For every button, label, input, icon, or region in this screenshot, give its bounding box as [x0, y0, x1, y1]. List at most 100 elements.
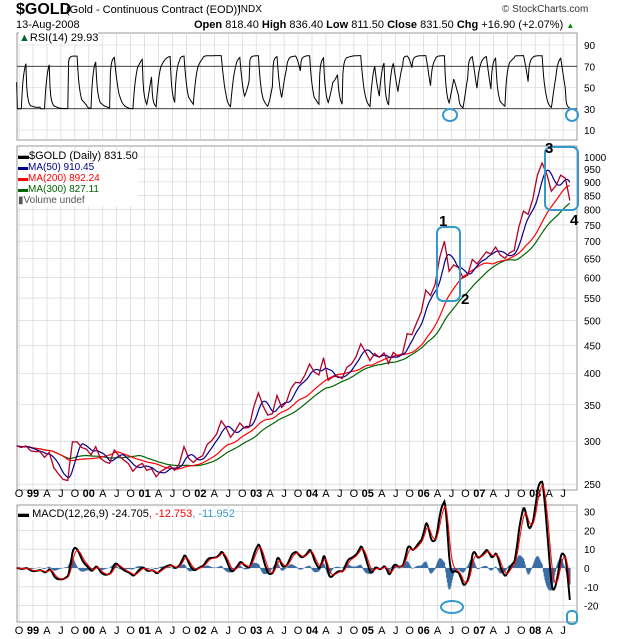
x-tick-label: A: [155, 625, 163, 637]
x-tick-label: A: [211, 625, 219, 637]
legend-entry: ▬$GOLD (Daily) 831.50: [18, 151, 138, 162]
triangle-up-icon: ▲: [566, 21, 575, 30]
x-tick-label: A: [434, 625, 442, 637]
x-tick-label: A: [43, 625, 51, 637]
x-tick-label: O: [405, 625, 414, 637]
x-tick-label: 05: [362, 488, 374, 500]
x-tick-label: J: [560, 488, 566, 500]
x-tick-label: A: [378, 488, 386, 500]
copyright: © StockCharts.com: [502, 4, 589, 15]
x-tick-label: 00: [83, 625, 95, 637]
legend-label: $GOLD (Daily) 831.50: [29, 150, 138, 162]
x-tick-label: J: [393, 488, 399, 500]
x-tick-label: A: [434, 488, 442, 500]
ma200-line: [16, 185, 570, 470]
x-tick-label: J: [505, 488, 511, 500]
date: 13-Aug-2008: [16, 19, 80, 31]
rsi-tick-label: 30: [584, 105, 596, 116]
x-tick-label: 00: [83, 488, 95, 500]
x-tick-label: A: [490, 488, 498, 500]
price-tick-label: 450: [584, 341, 601, 352]
macd-tick-label: 30: [584, 508, 596, 519]
quote-bar: Open 818.40 High 836.40 Low 811.50 Close…: [194, 19, 574, 31]
macd-tick-label: -20: [584, 602, 599, 613]
annotation-label-3: 3: [545, 140, 553, 157]
x-tick-label: 01: [138, 488, 150, 500]
macd-panel-frame: [16, 504, 578, 623]
x-tick-label: 04: [306, 488, 319, 500]
x-tick-label: O: [350, 625, 359, 637]
x-tick-label: O: [294, 488, 303, 500]
x-tick-label: A: [266, 488, 274, 500]
x-tick-label: J: [337, 625, 343, 637]
x-tick-label: O: [71, 488, 80, 500]
annotation-label-2: 2: [461, 291, 469, 308]
legend-label: Volume undef: [23, 195, 85, 206]
macd-tick-label: 20: [584, 526, 596, 537]
legend-label: MA(200) 892.24: [28, 173, 100, 184]
macd-legend-hist: , -11.952: [192, 508, 235, 520]
price-tick-label: 650: [584, 255, 601, 266]
x-tick-label: A: [266, 625, 274, 637]
legend-label: MA(300) 827.11: [28, 184, 99, 195]
x-tick-label: J: [226, 625, 232, 637]
rsi-panel-frame: [16, 32, 578, 141]
x-tick-label: A: [99, 488, 107, 500]
x-tick-label: A: [322, 625, 330, 637]
x-tick-label: O: [350, 488, 359, 500]
x-tick-label: A: [545, 488, 553, 500]
rsi-annotation-ellipse: [565, 108, 579, 122]
legend-entry: ▮Volume undef: [18, 195, 138, 206]
x-tick-label: J: [114, 625, 120, 637]
x-tick-label: 03: [250, 488, 262, 500]
x-tick-label: O: [126, 488, 135, 500]
low-label: Low: [326, 19, 349, 31]
x-tick-label: 07: [473, 625, 485, 637]
x-tick-label: 01: [138, 625, 150, 637]
low-value: 811.50: [351, 19, 385, 31]
x-tick-label: O: [517, 488, 526, 500]
ma50-line: [16, 169, 571, 479]
x-tick-label: 02: [194, 488, 206, 500]
price-tick-label: 400: [584, 369, 601, 380]
rsi-tick-label: 50: [584, 84, 596, 95]
exchange: INDX: [238, 4, 262, 15]
legend-entry: ▬MA(300) 827.11: [18, 184, 138, 195]
x-tick-label: 03: [250, 625, 262, 637]
x-tick-label: J: [449, 625, 455, 637]
x-tick-label: 99: [27, 488, 39, 500]
rsi-tick-label: 70: [584, 62, 596, 73]
x-tick-label: J: [114, 488, 120, 500]
x-tick-label: A: [211, 488, 219, 500]
price-tick-label: 1000: [584, 153, 607, 164]
rsi-icon: ▲: [19, 32, 30, 44]
legend-swatch: ▬: [18, 173, 28, 184]
price-tick-label: 350: [584, 401, 601, 412]
price-legend: ▬$GOLD (Daily) 831.50 ▬MA(50) 910.45 ▬MA(2…: [18, 151, 138, 206]
rsi-annotation-ellipse: [442, 108, 458, 122]
price-tick-label: 550: [584, 294, 601, 305]
x-tick-label: O: [71, 625, 80, 637]
x-tick-label: 07: [473, 488, 485, 500]
price-tick-label: 250: [584, 480, 601, 491]
x-tick-label: J: [281, 625, 287, 637]
x-tick-label: O: [405, 488, 414, 500]
x-tick-label: A: [545, 625, 553, 637]
macd-legend-swatch: ▬: [18, 508, 33, 520]
legend-entry: ▬MA(50) 910.45: [18, 162, 138, 173]
macd-tick-label: -10: [584, 583, 599, 594]
price-tick-label: 500: [584, 317, 601, 328]
x-tick-label: O: [517, 625, 526, 637]
macd-annotation-ellipse: [440, 600, 464, 614]
close-value: 831.50: [420, 19, 454, 31]
x-tick-label: A: [322, 488, 330, 500]
x-tick-label: O: [15, 625, 24, 637]
x-tick-label: O: [294, 625, 303, 637]
macd-legend: ▬ MACD(12,26,9) -24.705, -12.753, -11.95…: [18, 508, 235, 520]
legend-label: MA(50) 910.45: [28, 162, 95, 173]
price-tick-label: 900: [584, 178, 601, 189]
x-tick-label: J: [226, 488, 232, 500]
x-tick-label: O: [238, 488, 247, 500]
legend-swatch: ▬: [18, 150, 29, 162]
